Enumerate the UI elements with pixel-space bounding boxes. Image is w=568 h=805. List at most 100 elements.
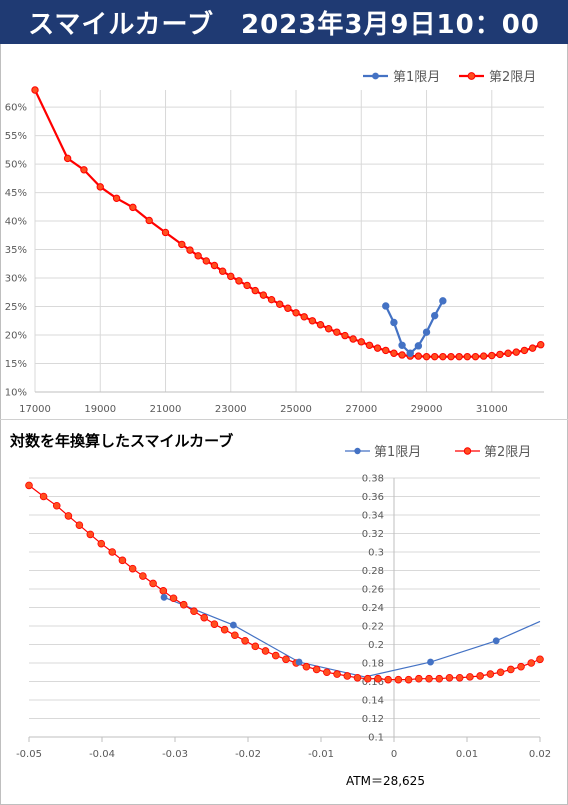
chart1-point-series2: [210, 261, 219, 270]
chart1-point-series2: [479, 352, 488, 360]
chart1-x-tick-label: 27000: [345, 404, 377, 415]
chart2-point-series2: [139, 572, 147, 580]
chart2-y-tick-label: 0.28: [362, 566, 384, 577]
chart1-point-series2: [537, 341, 545, 349]
chart2-point-series2: [384, 675, 392, 684]
chart2-y-tick-label: 0.22: [362, 622, 384, 633]
chart1-point-series2: [63, 154, 72, 163]
chart2-point-series2: [496, 668, 505, 677]
chart2-legend-label-1: 第1限月: [374, 445, 421, 460]
chart1-point-series2: [333, 328, 341, 336]
chart1-point-series2: [96, 183, 104, 191]
chart2-point-series2: [261, 647, 270, 655]
chart1-legend-swatch-marker-2: [467, 72, 476, 80]
chart1-point-series2: [528, 344, 537, 352]
chart1-plot-area: [35, 90, 544, 392]
chart1-point-series2: [447, 352, 455, 361]
chart1-point-series2: [292, 309, 300, 317]
chart1-point-series2: [439, 352, 447, 361]
chart2-point-series2: [251, 642, 260, 651]
chart2-point-series2: [190, 607, 198, 615]
chart1-point-series2: [284, 304, 292, 312]
chart2-point-series2: [210, 620, 219, 628]
chart1-y-tick-label: 35%: [5, 245, 27, 256]
chart1-x-tick-label: 19000: [84, 404, 116, 415]
chart1-point-series2: [80, 166, 88, 174]
chart1-y-tick-label: 25%: [5, 302, 27, 313]
chart1-legend-label-2: 第2限月: [489, 70, 536, 85]
chart1-point-series2: [373, 344, 382, 352]
chart2-y-tick-label: 0.32: [362, 529, 384, 540]
chart2-point-series2: [506, 665, 515, 674]
chart1-point-series1: [390, 318, 398, 327]
chart2-point-series2: [333, 670, 341, 678]
chart2-point-series1: [295, 658, 303, 666]
chart2-y-tick-label: 0.2: [368, 640, 384, 651]
chart1-x-tick-label: 17000: [19, 404, 51, 415]
chart1-point-series2: [300, 313, 308, 321]
chart1-point-series1: [414, 342, 423, 350]
chart2-point-series2: [455, 673, 464, 682]
chart2-y-tick-label: 0.3: [368, 548, 384, 559]
page-title: スマイルカーブ 2023年3月9日10：00: [0, 0, 568, 44]
chart1-y-tick-label: 60%: [5, 103, 27, 114]
chart2-point-series2: [231, 631, 239, 640]
chart1-point-series2: [218, 267, 227, 275]
chart2-point-series2: [374, 674, 382, 683]
chart2-point-series2: [179, 600, 188, 609]
chart1-point-series2: [194, 252, 202, 260]
chart1-point-series2: [520, 346, 529, 355]
chart1-point-series2: [504, 349, 512, 357]
chart1-point-series2: [382, 346, 390, 355]
chart2-point-series2: [517, 662, 525, 671]
chart1-point-series2: [365, 341, 374, 349]
chart2-point-series2: [200, 613, 209, 622]
chart1-point-series2: [316, 321, 325, 329]
chart-divider: [0, 419, 568, 420]
chart1-y-tick-label: 15%: [5, 359, 27, 370]
chart1-point-series2: [398, 351, 406, 359]
chart2-point-series1: [492, 637, 500, 645]
chart1-point-series1: [406, 349, 414, 357]
chart2-x-tick-label: -0.05: [16, 749, 42, 760]
chart2-y-tick-label: 0.18: [362, 659, 384, 670]
chart1-point-series2: [414, 352, 423, 360]
chart1-point-series2: [422, 352, 431, 361]
chart1-point-series2: [357, 338, 365, 346]
chart2-point-series2: [282, 655, 290, 664]
chart2-point-series1: [160, 593, 168, 601]
chart2-point-series2: [425, 674, 433, 683]
chart2-point-series2: [118, 556, 127, 565]
chart1-point-series2: [243, 281, 251, 290]
chart2-point-series2: [415, 674, 423, 683]
chart1-x-tick-label: 21000: [150, 404, 182, 415]
chart2-y-tick-label: 0.26: [362, 585, 384, 596]
chart2-point-series2: [220, 625, 229, 634]
chart2-y-tick-label: 0.36: [362, 492, 384, 503]
chart1-point-series2: [227, 272, 235, 281]
chart2-x-tick-label: 0: [391, 749, 397, 760]
chart2-point-series2: [108, 548, 117, 556]
chart1-point-series2: [471, 352, 480, 361]
chart1-legend-swatch-marker-1: [372, 72, 379, 80]
chart2-x-tick-label: -0.04: [89, 749, 115, 760]
chart1-y-tick-label: 40%: [5, 217, 27, 228]
chart1-point-series2: [276, 300, 284, 308]
chart2-point-series2: [445, 673, 454, 682]
chart1-point-series2: [349, 335, 357, 343]
chart1-point-series2: [488, 351, 496, 360]
chart1-point-series2: [235, 277, 243, 285]
chart2-point-series2: [169, 594, 178, 603]
chart2-point-series2: [75, 521, 84, 529]
chart2-legend-swatch-marker-1: [354, 447, 361, 455]
chart2-y-tick-label: 0.24: [362, 603, 384, 614]
chart2-point-series2: [25, 481, 33, 490]
chart2-point-series2: [466, 673, 474, 681]
chart2-point-series2: [64, 512, 73, 520]
chart2-point-series2: [476, 672, 484, 680]
chart1-point-series2: [267, 295, 276, 304]
chart2-point-series2: [271, 651, 280, 660]
chart1-point-series1: [430, 311, 439, 320]
chart1-point-series2: [324, 325, 333, 333]
